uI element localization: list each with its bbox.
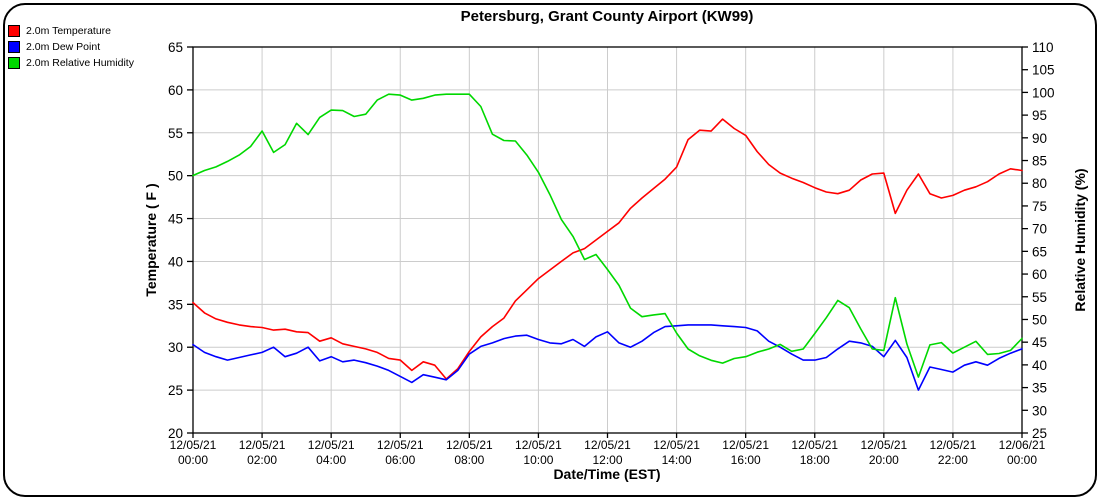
x-axis-tick-time: 02:00 — [247, 453, 277, 467]
left-axis-title: Temperature ( F ) — [143, 183, 159, 296]
left-axis-tick-label: 30 — [168, 340, 183, 355]
x-axis-tick-date: 12/05/21 — [584, 438, 631, 452]
x-axis-tick-date: 12/05/21 — [170, 438, 217, 452]
right-axis-title: Relative Humidity (%) — [1072, 168, 1088, 311]
left-axis-tick-label: 65 — [168, 40, 183, 55]
x-axis-tick-time: 18:00 — [800, 453, 830, 467]
x-axis-tick-time: 20:00 — [869, 453, 899, 467]
x-axis-tick-time: 00:00 — [178, 453, 208, 467]
x-axis-tick-date: 12/05/21 — [446, 438, 493, 452]
chart-title: Petersburg, Grant County Airport (KW99) — [461, 8, 754, 25]
left-axis-tick-label: 20 — [168, 426, 183, 441]
right-axis-tick-label: 65 — [1032, 244, 1047, 259]
right-axis-tick-label: 100 — [1032, 85, 1055, 100]
legend-label-dew-point: 2.0m Dew Point — [26, 41, 101, 53]
right-axis-tick-label: 105 — [1032, 63, 1055, 78]
left-axis-tick-label: 40 — [168, 254, 183, 269]
left-axis-tick-label: 25 — [168, 383, 183, 398]
gridlines — [193, 47, 1022, 433]
legend-swatch-temperature — [8, 25, 20, 37]
x-axis-tick-date: 12/05/21 — [308, 438, 355, 452]
right-axis-tick-label: 85 — [1032, 154, 1047, 169]
right-axis-tick-label: 90 — [1032, 131, 1047, 146]
right-axis-tick-label: 25 — [1032, 426, 1047, 441]
right-axis-tick-label: 60 — [1032, 267, 1047, 282]
legend-item-relative-humidity: 2.0m Relative Humidity — [8, 57, 134, 69]
legend-label-relative-humidity: 2.0m Relative Humidity — [26, 57, 134, 69]
legend-swatch-relative-humidity — [8, 57, 20, 69]
x-axis-tick-date: 12/05/21 — [791, 438, 838, 452]
x-axis-tick-date: 12/05/21 — [930, 438, 977, 452]
legend-item-dew-point: 2.0m Dew Point — [8, 41, 134, 53]
right-axis-tick-label: 50 — [1032, 312, 1047, 327]
right-axis-tick-label: 95 — [1032, 108, 1047, 123]
x-axis-tick-time: 00:00 — [1007, 453, 1037, 467]
left-axis-tick-label: 45 — [168, 212, 183, 227]
x-axis-title: Date/Time (EST) — [553, 466, 660, 482]
left-axis-tick-label: 55 — [168, 126, 183, 141]
x-axis-tick-date: 12/06/21 — [999, 438, 1046, 452]
x-axis-tick-time: 08:00 — [454, 453, 484, 467]
right-axis-tick-label: 40 — [1032, 358, 1047, 373]
legend-item-temperature: 2.0m Temperature — [8, 25, 134, 37]
2-0m-temperature-line — [192, 118, 1023, 380]
x-axis-tick-date: 12/05/21 — [377, 438, 424, 452]
x-axis-tick-date: 12/05/21 — [653, 438, 700, 452]
x-axis-tick-time: 04:00 — [316, 453, 346, 467]
right-axis-tick-label: 70 — [1032, 222, 1047, 237]
x-axis-tick-time: 14:00 — [662, 453, 692, 467]
legend: 2.0m Temperature 2.0m Dew Point 2.0m Rel… — [8, 25, 134, 69]
x-axis-tick-date: 12/05/21 — [239, 438, 286, 452]
right-axis-tick-label: 75 — [1032, 199, 1047, 214]
2-0m-dew-point-line — [192, 324, 1023, 391]
right-axis-tick-label: 80 — [1032, 176, 1047, 191]
x-axis-tick-date: 12/05/21 — [515, 438, 562, 452]
right-axis-tick-label: 110 — [1032, 40, 1054, 55]
x-axis-tick-time: 06:00 — [385, 453, 415, 467]
legend-label-temperature: 2.0m Temperature — [26, 25, 112, 37]
x-axis-tick-date: 12/05/21 — [860, 438, 907, 452]
right-axis-tick-label: 30 — [1032, 403, 1047, 418]
x-axis-tick-time: 16:00 — [731, 453, 761, 467]
left-axis-tick-label: 35 — [168, 297, 183, 312]
left-axis-tick-label: 50 — [168, 169, 183, 184]
right-axis-tick-label: 55 — [1032, 290, 1047, 305]
legend-swatch-dew-point — [8, 41, 20, 53]
axis-ticks — [187, 46, 1028, 438]
x-axis-tick-time: 12:00 — [592, 453, 622, 467]
x-axis-tick-time: 10:00 — [523, 453, 553, 467]
data-series — [192, 93, 1023, 391]
right-axis-tick-label: 45 — [1032, 335, 1047, 350]
left-axis-tick-label: 60 — [168, 83, 183, 98]
x-axis-tick-time: 22:00 — [938, 453, 968, 467]
axis-tick-labels: 20 25 30 35 40 45 50 55 60 65 25 30 35 40 45 50 55 60 65 70… — [168, 40, 1055, 467]
right-axis-tick-label: 35 — [1032, 381, 1047, 396]
2-0m-relative-humidity-line — [192, 93, 1023, 378]
x-axis-tick-date: 12/05/21 — [722, 438, 769, 452]
